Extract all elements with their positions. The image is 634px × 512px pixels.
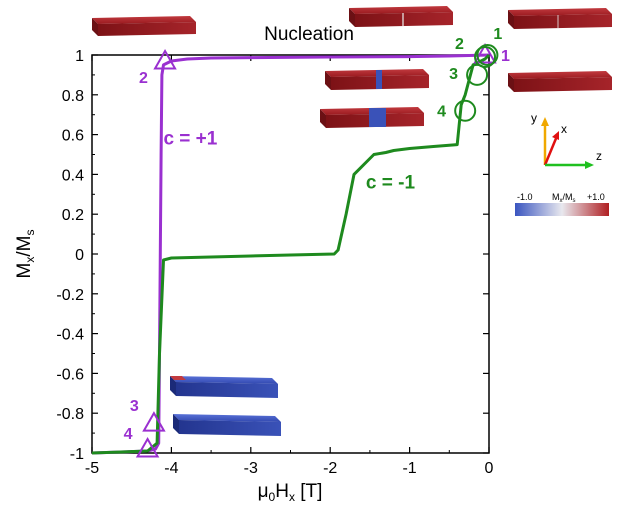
- chart-title: Nucleation: [264, 24, 354, 45]
- x-tick-label: 0: [485, 460, 494, 477]
- marker-label: 3: [130, 398, 139, 415]
- y-tick-label: 0: [75, 247, 84, 264]
- inset-bar-state-3: [325, 69, 429, 90]
- inset-bar-state-4: [320, 107, 424, 128]
- circle-marker: [466, 63, 489, 86]
- y-tick-label: -0.4: [56, 327, 84, 344]
- y-axis-title: Mx/Ms: [14, 230, 37, 279]
- inset-bar-top-center: [349, 6, 453, 27]
- inset-bar-blue-upper: [170, 376, 278, 398]
- circle-marker: [474, 45, 497, 68]
- y-tick-label: 0.4: [62, 167, 84, 184]
- inset-bar-blue-lower: [173, 414, 281, 436]
- marker-label: 2: [139, 70, 148, 87]
- series-annotation: c = -1: [366, 172, 416, 193]
- triad-x-label: x: [561, 122, 567, 136]
- y-tick-label: -1: [70, 446, 84, 463]
- y-tick-label: -0.6: [56, 366, 84, 383]
- y-tick-label: 0.8: [62, 88, 84, 105]
- marker-label: 2: [455, 36, 464, 53]
- x-tick-label: -1: [402, 460, 416, 477]
- triangle-marker: [142, 411, 166, 432]
- x-axis-ticks: -5 -4 -3 -2 -1 0: [85, 55, 494, 477]
- x-tick-label: -4: [164, 460, 178, 477]
- y-tick-label: -0.2: [56, 287, 84, 304]
- y-axis-ticks: 1 0.8 0.6 0.4 0.2 0 -0.2 -0.4 -0.6 -0.8 -1: [56, 48, 489, 463]
- triangle-marker: [473, 42, 497, 64]
- y-tick-label: 1: [75, 48, 84, 65]
- marker-label: 4: [437, 104, 446, 121]
- annotations-group: c = +1 c = -1: [163, 129, 415, 194]
- x-tick-label: -2: [323, 460, 337, 477]
- x-tick-label: -5: [85, 460, 99, 477]
- series-line-c-plus-1: [91, 53, 490, 455]
- series-line-c-minus-1: [91, 53, 491, 455]
- y-tick-label: -0.8: [56, 406, 84, 423]
- y-tick-label: 0.2: [62, 207, 84, 224]
- colorbar-min-label: -1.0: [517, 192, 533, 202]
- triad-y-label: y: [531, 111, 537, 125]
- inset-bar-top-left: [92, 16, 196, 36]
- triangle-marker: [153, 48, 177, 70]
- colorbar-title: Mx/Ms: [552, 192, 576, 204]
- marker-label: 4: [124, 426, 133, 443]
- inset-bar-right-middle: [508, 71, 612, 92]
- triangle-marker: [135, 437, 160, 458]
- colorbar: -1.0 Mx/Ms +1.0: [515, 192, 609, 216]
- marker-label: 1: [493, 26, 502, 43]
- triad-z-label: z: [596, 149, 602, 163]
- colorbar-max-label: +1.0: [587, 192, 605, 202]
- x-axis-title: μ0Hx [T]: [258, 481, 323, 504]
- marker-label: 1: [501, 48, 510, 65]
- markers-group: 1 2 3 4 1 2 3 4: [124, 26, 510, 458]
- series-annotation: c = +1: [163, 129, 217, 150]
- x-tick-label: -3: [244, 460, 258, 477]
- series-group: [91, 53, 491, 455]
- colorbar-gradient: [515, 203, 609, 216]
- axes-triad: y x z: [531, 111, 602, 169]
- circle-marker: [476, 44, 499, 66]
- inset-bar-top-right: [508, 8, 612, 29]
- y-tick-label: 0.6: [62, 128, 84, 145]
- marker-label: 3: [449, 66, 458, 83]
- circle-marker: [454, 99, 477, 122]
